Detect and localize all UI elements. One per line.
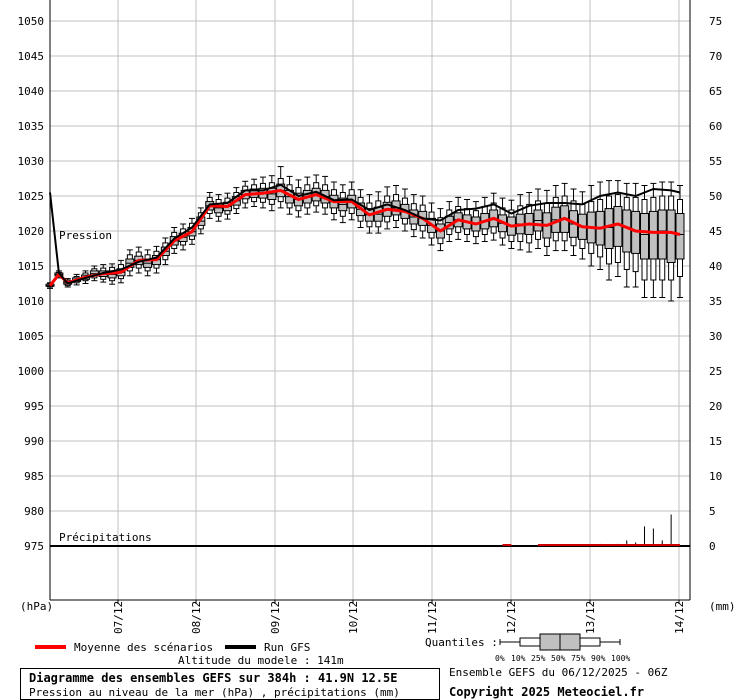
y-tick-label: 1015 [18, 260, 45, 273]
x-tick-label: 10/12 [347, 601, 360, 634]
quantile-tick: 10% [511, 654, 526, 663]
y2-tick-label: 45 [709, 225, 722, 238]
y2-tick-label: 15 [709, 435, 722, 448]
chart-grid [49, 0, 691, 601]
box-inner [622, 209, 632, 253]
quantile-tick: 100% [611, 654, 630, 663]
quantile-tick: 90% [591, 654, 606, 663]
y2-tick-label: 30 [709, 330, 722, 343]
box-plot [524, 192, 534, 253]
series-lines [48, 183, 681, 287]
y2-tick-label: 10 [709, 470, 722, 483]
legend-gfs-label: Run GFS [264, 641, 310, 654]
box-plot [89, 265, 99, 282]
box-plot [586, 185, 596, 267]
y-tick-label: 1035 [18, 120, 45, 133]
box-inner [666, 209, 676, 263]
ensemble-info: Ensemble GEFS du 06/12/2025 - 06Z [449, 666, 668, 679]
y-tick-label: 1020 [18, 225, 45, 238]
box-inner [648, 210, 658, 260]
box-plots [45, 166, 685, 302]
info-box: Diagramme des ensembles GEFS sur 384h : … [20, 668, 440, 700]
box-plot [338, 184, 348, 224]
precip-label: Précipitations [59, 531, 152, 544]
quantile-tick: 50% [551, 654, 566, 663]
box-plot [648, 182, 658, 298]
box-inner [640, 213, 650, 260]
x-tick-label: 09/12 [269, 601, 282, 634]
box-plot [657, 181, 667, 298]
box-inner [675, 213, 685, 260]
x-tick-label: 13/12 [584, 601, 597, 634]
y-tick-label: 980 [24, 505, 44, 518]
box-plot [666, 181, 676, 302]
quantile-tick: 0% [495, 654, 505, 663]
quantile-ticks: 0% 10% 25% 50% 75% 90% 100% [495, 654, 630, 663]
box-plot [631, 182, 641, 288]
y2-tick-label: 0 [709, 540, 716, 553]
y2-tick-label: 60 [709, 120, 722, 133]
y-tick-label: 990 [24, 435, 44, 448]
y-tick-label: 1025 [18, 190, 45, 203]
x-tick-label: 07/12 [112, 601, 125, 634]
left-axis-unit: (hPa) [20, 600, 53, 613]
box-plot [640, 185, 650, 298]
y-tick-label: 1030 [18, 155, 45, 168]
right-axis-unit: (mm) [709, 600, 736, 613]
y2-tick-label: 5 [709, 505, 716, 518]
y2-tick-label: 20 [709, 400, 722, 413]
box-plot [214, 194, 224, 222]
y-tick-label: 995 [24, 400, 44, 413]
box-plot [604, 180, 614, 281]
y-tick-label: 1050 [18, 15, 45, 28]
box-plot [613, 180, 623, 277]
y2-tick-label: 35 [709, 295, 722, 308]
x-tick-label: 14/12 [673, 601, 686, 634]
y2-tick-label: 25 [709, 365, 722, 378]
box-plot [551, 185, 561, 252]
gfs-line [49, 183, 681, 285]
y-tick-label: 1010 [18, 295, 45, 308]
pressure-label: Pression [59, 229, 112, 242]
y2-tick-label: 70 [709, 50, 722, 63]
y-tick-label: 1045 [18, 50, 45, 63]
x-tick-label: 12/12 [505, 601, 518, 634]
box-plot [444, 201, 454, 242]
y2-tick-label: 75 [709, 15, 722, 28]
x-tick-label: 08/12 [190, 601, 203, 634]
box-plot [515, 194, 525, 251]
y-tick-label: 1000 [18, 365, 45, 378]
y-tick-label: 985 [24, 470, 44, 483]
quantile-legend-icon [499, 633, 621, 651]
y-tick-label: 975 [24, 540, 44, 553]
box-plot [409, 194, 419, 238]
box-plot [675, 185, 685, 298]
box-plot [622, 182, 632, 288]
quantiles-label: Quantiles : [425, 636, 498, 649]
y-tick-label: 1040 [18, 85, 45, 98]
copyright: Copyright 2025 Meteociel.fr [449, 685, 644, 699]
info-subtitle: Pression au niveau de la mer (hPa) , pré… [29, 686, 400, 699]
box-inner [604, 208, 614, 250]
y2-tick-label: 65 [709, 85, 722, 98]
precip-bars [502, 514, 680, 546]
altitude-label: Altitude du modele : 141m [178, 654, 344, 667]
info-title: Diagramme des ensembles GEFS sur 384h : … [29, 671, 398, 685]
box-plot [143, 249, 153, 277]
box-inner [657, 209, 667, 260]
y2-tick-label: 55 [709, 155, 722, 168]
axis-ticks: 1050104510401035103010251020101510101005… [18, 15, 723, 634]
y2-tick-label: 50 [709, 190, 722, 203]
box-plot [533, 188, 543, 249]
y2-tick-label: 40 [709, 260, 722, 273]
x-tick-label: 11/12 [426, 601, 439, 634]
legend-mean-label: Moyenne des scénarios [74, 641, 213, 654]
quantile-tick: 75% [571, 654, 586, 663]
box-plot [489, 192, 499, 241]
quantile-tick: 25% [531, 654, 546, 663]
y-tick-label: 1005 [18, 330, 45, 343]
